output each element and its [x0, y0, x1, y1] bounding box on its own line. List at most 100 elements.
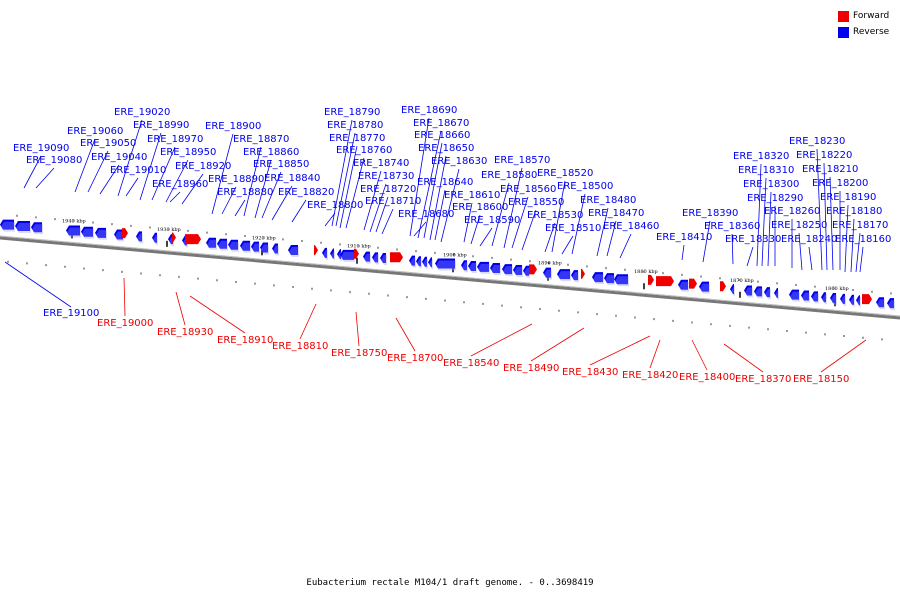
reverse-gene-label[interactable]: ERE_18790 [324, 107, 380, 118]
reverse-gene-label[interactable]: ERE_18220 [796, 150, 852, 161]
reverse-gene-label[interactable]: ERE_18360 [704, 221, 760, 232]
reverse-gene-label[interactable]: ERE_18560 [500, 184, 556, 195]
reverse-gene-label[interactable]: ERE_18170 [832, 220, 888, 231]
reverse-gene-label[interactable]: ERE_19090 [13, 143, 69, 154]
forward-gene-label[interactable]: ERE_18400 [679, 372, 735, 383]
reverse-gene[interactable] [604, 273, 614, 284]
reverse-gene-label[interactable]: ERE_18510 [545, 223, 601, 234]
forward-gene[interactable] [185, 234, 201, 245]
reverse-gene[interactable] [461, 260, 467, 271]
forward-gene-label[interactable]: ERE_18430 [562, 367, 618, 378]
reverse-gene-label[interactable]: ERE_18720 [360, 184, 416, 195]
reverse-gene[interactable] [340, 249, 354, 260]
reverse-gene-label[interactable]: ERE_18180 [826, 206, 882, 217]
reverse-gene-label[interactable]: ERE_18990 [133, 120, 189, 131]
reverse-gene[interactable] [206, 237, 216, 248]
forward-gene-label[interactable]: ERE_18420 [622, 370, 678, 381]
reverse-gene[interactable] [168, 234, 173, 245]
forward-gene[interactable] [862, 294, 872, 305]
reverse-gene[interactable] [849, 294, 854, 305]
reverse-gene[interactable] [811, 291, 818, 302]
reverse-gene-label[interactable]: ERE_18260 [764, 206, 820, 217]
forward-gene[interactable] [390, 252, 403, 263]
forward-gene[interactable] [314, 245, 318, 256]
reverse-gene[interactable] [774, 287, 778, 298]
reverse-gene[interactable] [592, 272, 603, 283]
reverse-gene-label[interactable]: ERE_18880 [217, 187, 273, 198]
reverse-gene-label[interactable]: ERE_18200 [812, 178, 868, 189]
reverse-gene[interactable] [288, 245, 298, 256]
forward-gene-label[interactable]: ERE_18490 [503, 363, 559, 374]
reverse-gene[interactable] [372, 252, 378, 263]
genes[interactable] [0, 219, 895, 311]
forward-gene[interactable] [529, 264, 537, 275]
forward-gene-label[interactable]: ERE_18700 [387, 353, 443, 364]
reverse-gene-label[interactable]: ERE_19050 [80, 138, 136, 149]
reverse-gene-label[interactable]: ERE_18960 [152, 179, 208, 190]
reverse-gene[interactable] [614, 274, 628, 285]
reverse-gene-label[interactable]: ERE_18230 [789, 136, 845, 147]
reverse-gene[interactable] [856, 295, 860, 306]
reverse-gene-label[interactable]: ERE_18190 [820, 192, 876, 203]
reverse-gene[interactable] [228, 239, 238, 250]
reverse-gene[interactable] [330, 248, 334, 259]
forward-gene-label[interactable]: ERE_18540 [443, 358, 499, 369]
reverse-gene-label[interactable]: ERE_18630 [431, 156, 487, 167]
reverse-gene[interactable] [754, 286, 762, 297]
reverse-gene-label[interactable]: ERE_18800 [307, 200, 363, 211]
forward-gene-label[interactable]: ERE_18750 [331, 348, 387, 359]
reverse-gene-label[interactable]: ERE_18250 [771, 220, 827, 231]
reverse-gene[interactable] [887, 298, 894, 309]
forward-gene-label[interactable]: ERE_18810 [272, 341, 328, 352]
reverse-gene-label[interactable]: ERE_18320 [733, 151, 789, 162]
forward-gene-label[interactable]: ERE_19000 [97, 318, 153, 329]
reverse-gene-label[interactable]: ERE_18610 [444, 190, 500, 201]
forward-gene[interactable] [122, 228, 128, 239]
reverse-gene-label[interactable]: ERE_18330 [725, 234, 781, 245]
reverse-gene-label[interactable]: ERE_18500 [557, 181, 613, 192]
reverse-gene-label[interactable]: ERE_18300 [743, 179, 799, 190]
reverse-gene[interactable] [830, 293, 836, 304]
forward-gene[interactable] [720, 281, 726, 292]
reverse-gene-label[interactable]: ERE_18820 [278, 187, 334, 198]
reverse-gene-label[interactable]: ERE_18570 [494, 155, 550, 166]
reverse-gene[interactable] [31, 222, 42, 233]
reverse-gene[interactable] [337, 249, 341, 260]
reverse-gene-label[interactable]: ERE_19100 [43, 308, 99, 319]
reverse-gene[interactable] [152, 232, 157, 243]
reverse-gene-label[interactable]: ERE_18390 [682, 208, 738, 219]
reverse-gene-label[interactable]: ERE_18670 [413, 118, 469, 129]
reverse-gene-label[interactable]: ERE_18740 [353, 158, 409, 169]
reverse-gene-label[interactable]: ERE_18480 [580, 195, 636, 206]
reverse-gene-label[interactable]: ERE_18680 [398, 209, 454, 220]
forward-gene-label[interactable]: ERE_18910 [217, 335, 273, 346]
forward-gene[interactable] [656, 276, 674, 287]
reverse-gene[interactable] [557, 269, 570, 280]
reverse-gene-label[interactable]: ERE_18590 [464, 215, 520, 226]
reverse-gene-label[interactable]: ERE_18710 [365, 196, 421, 207]
reverse-gene[interactable] [502, 264, 512, 275]
forward-gene-label[interactable]: ERE_18370 [735, 374, 791, 385]
reverse-gene-label[interactable]: ERE_19060 [67, 126, 123, 137]
reverse-gene[interactable] [380, 253, 386, 264]
reverse-gene-label[interactable]: ERE_18970 [147, 134, 203, 145]
reverse-gene[interactable] [840, 293, 845, 304]
reverse-gene[interactable] [114, 229, 123, 240]
reverse-gene-label[interactable]: ERE_18950 [160, 147, 216, 158]
reverse-gene-label[interactable]: ERE_18580 [481, 170, 537, 181]
reverse-gene[interactable] [422, 256, 427, 267]
reverse-gene[interactable] [543, 267, 551, 278]
reverse-gene-label[interactable]: ERE_18770 [329, 133, 385, 144]
reverse-gene-label[interactable]: ERE_18600 [452, 202, 508, 213]
reverse-gene[interactable] [66, 225, 80, 236]
reverse-gene-label[interactable]: ERE_18850 [253, 159, 309, 170]
reverse-gene-label[interactable]: ERE_19010 [110, 165, 166, 176]
reverse-gene-label[interactable]: ERE_18160 [835, 234, 891, 245]
reverse-gene[interactable] [416, 256, 421, 267]
reverse-gene[interactable] [571, 270, 578, 281]
reverse-gene-label[interactable]: ERE_18310 [738, 165, 794, 176]
reverse-gene[interactable] [821, 292, 826, 303]
reverse-gene[interactable] [435, 258, 455, 269]
reverse-gene[interactable] [678, 279, 688, 290]
reverse-gene-label[interactable]: ERE_18470 [588, 208, 644, 219]
